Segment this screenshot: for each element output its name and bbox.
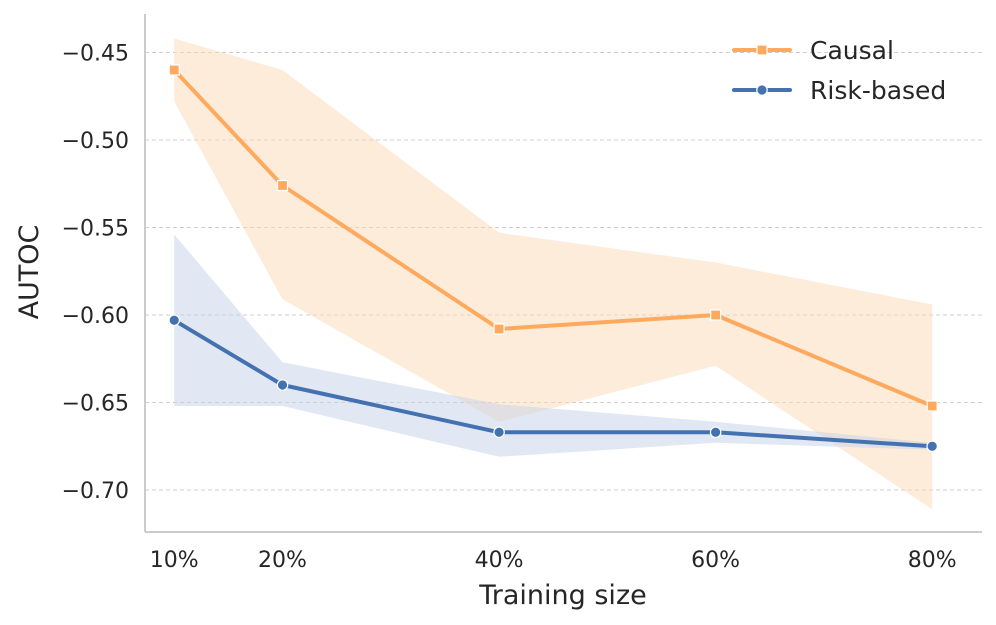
risk-based-point bbox=[926, 440, 938, 453]
legend-swatch-marker bbox=[756, 84, 768, 96]
axes bbox=[144, 14, 982, 533]
x-axis-title: Training size bbox=[478, 580, 646, 611]
causal-confidence-band bbox=[174, 38, 933, 510]
legend: Causal Risk-based bbox=[732, 36, 946, 105]
y-tick-labels: −0.45 −0.50 −0.55 −0.60 −0.65 −0.70 bbox=[62, 42, 129, 505]
x-tick-label: 20% bbox=[258, 548, 307, 573]
x-tick-label: 40% bbox=[475, 548, 524, 573]
legend-item-risk-based: Risk-based bbox=[732, 76, 946, 105]
causal-point bbox=[276, 179, 289, 192]
causal-point bbox=[926, 400, 938, 412]
y-tick-label: −0.45 bbox=[62, 42, 129, 67]
legend-label: Risk-based bbox=[810, 76, 946, 105]
legend-swatch-marker bbox=[756, 44, 768, 56]
y-tick-label: −0.70 bbox=[62, 479, 129, 504]
risk-based-point bbox=[168, 314, 181, 327]
causal-point bbox=[168, 64, 180, 76]
x-tick-label: 60% bbox=[691, 548, 740, 573]
series-markers bbox=[168, 64, 938, 453]
y-tick-label: −0.55 bbox=[62, 217, 129, 242]
y-tick-label: −0.60 bbox=[62, 304, 129, 329]
risk-based-point bbox=[709, 426, 722, 439]
risk-based-point bbox=[276, 379, 289, 391]
causal-point bbox=[710, 309, 722, 321]
causal-point bbox=[493, 323, 505, 335]
y-tick-label: −0.50 bbox=[62, 129, 129, 154]
risk-based-point bbox=[493, 426, 505, 439]
y-axis-title: AUTOC bbox=[14, 225, 45, 320]
x-tick-labels: 10% 20% 40% 60% 80% bbox=[150, 548, 957, 573]
x-tick-label: 10% bbox=[150, 548, 199, 573]
legend-item-causal: Causal bbox=[732, 36, 894, 65]
x-tick-label: 80% bbox=[908, 548, 957, 573]
legend-label: Causal bbox=[810, 36, 894, 65]
y-tick-label: −0.65 bbox=[62, 392, 129, 417]
